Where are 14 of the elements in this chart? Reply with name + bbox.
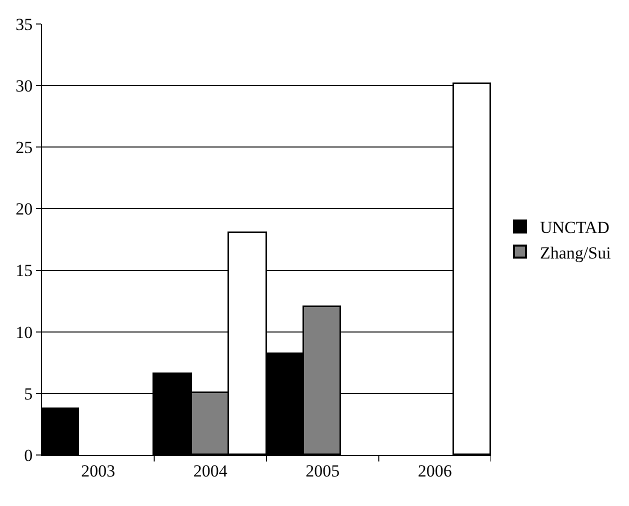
y-tick-label: 30 [16, 76, 33, 96]
y-tick-label: 5 [24, 384, 33, 404]
x-tick-label: 2006 [418, 461, 452, 480]
legend-label: Zhang/Sui [540, 243, 612, 262]
y-tick-label: 20 [16, 200, 33, 219]
y-tick-label: 10 [16, 322, 33, 342]
legend-label: UNCTAD [540, 218, 610, 238]
x-tick-label: 2003 [81, 461, 116, 480]
x-tick-label: 2004 [193, 461, 228, 480]
x-tick-label: 2005 [306, 461, 340, 480]
y-tick-label: 35 [16, 14, 33, 34]
y-tick-label: 15 [16, 261, 33, 280]
y-tick-label: 25 [16, 138, 33, 158]
y-tick-label: 0 [24, 446, 33, 465]
